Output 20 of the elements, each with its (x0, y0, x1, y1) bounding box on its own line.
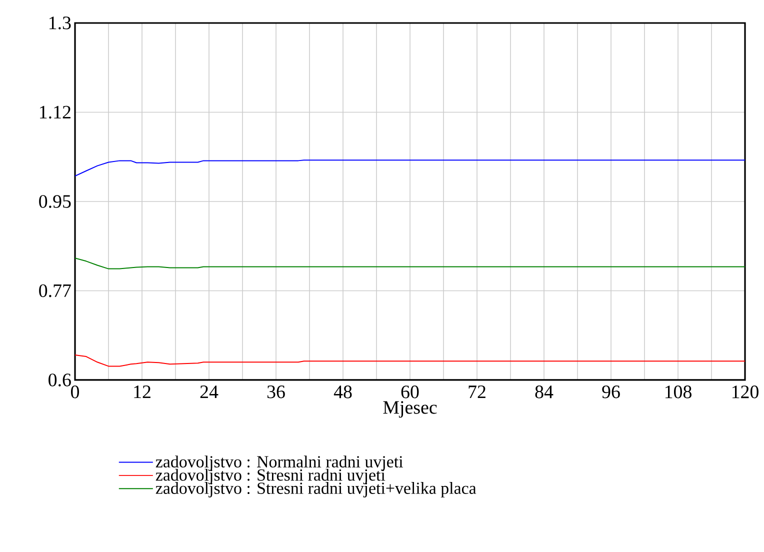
x-tick-label: 108 (665, 386, 692, 398)
line-series (75, 160, 746, 176)
y-tick-label: 1.12 (40, 106, 70, 119)
x-tick-label: 24 (200, 386, 218, 398)
x-tick-label: 12 (134, 386, 150, 398)
x-tick-label: 48 (334, 386, 352, 398)
x-tick-label: 120 (732, 386, 758, 398)
x-tick-label: 96 (602, 386, 620, 398)
x-axis-title: Mjesec (383, 401, 437, 418)
x-tick-label: 84 (535, 386, 554, 398)
x-tick-label: 36 (267, 386, 285, 398)
x-tick-label: 72 (468, 386, 486, 398)
x-tick-label: 0 (70, 386, 80, 398)
y-tick-label: 0.6 (48, 374, 71, 386)
x-tick-label: 60 (401, 386, 419, 398)
y-tick-label: 1.3 (49, 16, 71, 30)
legend-label: zadovoljstvo : Stresni radni uvjeti+velika placa (156, 482, 476, 498)
y-tick-label: 0.95 (39, 195, 71, 208)
line-series (75, 354, 746, 367)
y-tick-label: 0.77 (39, 284, 71, 298)
